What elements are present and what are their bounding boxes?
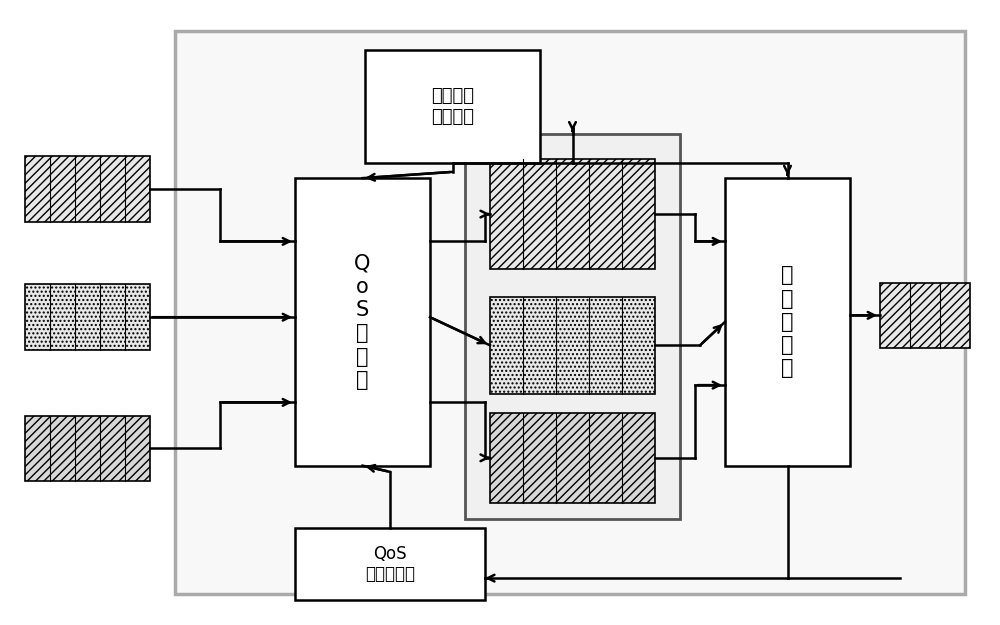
Bar bbox=[490, 297, 655, 394]
Bar bbox=[880, 282, 970, 348]
Text: 资
源
仲
裁
器: 资 源 仲 裁 器 bbox=[781, 266, 794, 378]
Text: 策略控制
配置文件: 策略控制 配置文件 bbox=[431, 87, 474, 126]
Bar bbox=[25, 284, 150, 350]
Bar bbox=[490, 159, 655, 269]
Bar bbox=[25, 416, 150, 481]
Bar bbox=[295, 178, 430, 466]
Bar bbox=[725, 178, 850, 466]
Bar bbox=[175, 31, 965, 594]
Bar bbox=[365, 50, 540, 162]
Bar bbox=[25, 156, 150, 222]
Text: QoS
指标及调整: QoS 指标及调整 bbox=[365, 544, 415, 584]
Bar bbox=[490, 412, 655, 503]
Text: Q
o
S
整
型
器: Q o S 整 型 器 bbox=[354, 254, 371, 390]
Bar bbox=[295, 528, 485, 600]
Bar bbox=[465, 134, 680, 519]
